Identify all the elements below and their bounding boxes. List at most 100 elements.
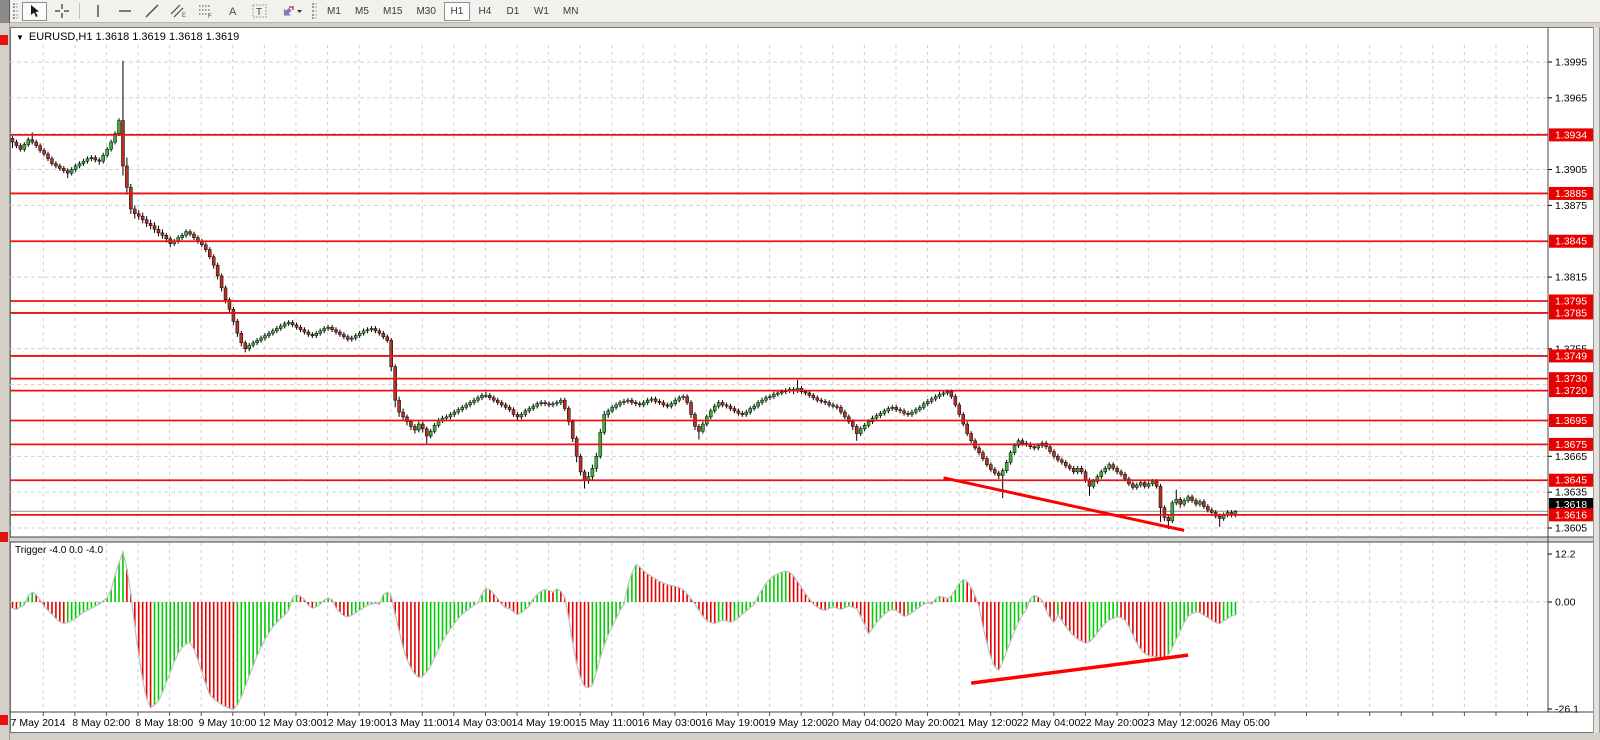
svg-text:1.3885: 1.3885: [1555, 188, 1587, 200]
fibonacci-icon: F: [198, 4, 213, 18]
text-label-tool-button[interactable]: T: [247, 2, 272, 21]
indicator-histogram: [11, 551, 1237, 710]
toolbar-separator: [79, 3, 80, 19]
vertical-line-tool-button[interactable]: [85, 2, 110, 21]
trendline-tool-button[interactable]: [139, 2, 164, 21]
equidistant-channel-tool-button[interactable]: E: [166, 2, 191, 21]
cursor-icon: [28, 4, 42, 18]
background-red-line: [0, 715, 8, 725]
svg-text:23 May 12:00: 23 May 12:00: [1143, 717, 1207, 729]
svg-text:F: F: [208, 14, 212, 18]
text-tool-button[interactable]: A: [220, 2, 245, 21]
svg-text:1.3616: 1.3616: [1555, 509, 1587, 521]
indicator-trendline[interactable]: [970, 653, 1189, 685]
svg-text:1.3934: 1.3934: [1555, 129, 1587, 141]
svg-text:16 May 03:00: 16 May 03:00: [638, 717, 702, 729]
arrow-objects-button[interactable]: [274, 2, 308, 21]
fibonacci-tool-button[interactable]: F: [193, 2, 218, 21]
svg-text:1.3845: 1.3845: [1555, 236, 1587, 248]
svg-text:13 May 11:00: 13 May 11:00: [386, 717, 449, 729]
svg-text:-26.1: -26.1: [1555, 704, 1579, 716]
vertical-line-icon: [91, 4, 105, 18]
svg-text:1.3605: 1.3605: [1555, 523, 1587, 535]
svg-text:1.3618: 1.3618: [1555, 499, 1587, 511]
svg-text:22 May 04:00: 22 May 04:00: [1017, 717, 1081, 729]
svg-text:22 May 20:00: 22 May 20:00: [1080, 717, 1144, 729]
tab-timeframe-m30[interactable]: M30: [416, 5, 436, 17]
svg-text:9 May 10:00: 9 May 10:00: [199, 717, 257, 729]
toolbar-grip-2[interactable]: [312, 3, 317, 19]
time-axis[interactable]: 7 May 2014 8 May 02:00 8 May 18:00 9 May 10…: [11, 717, 1270, 729]
svg-text:A: A: [229, 6, 237, 18]
svg-text:1.3730: 1.3730: [1555, 373, 1587, 385]
trendline-icon: [145, 4, 159, 18]
indicator-axis: 12.2 0.00 -26.1: [1548, 549, 1579, 716]
svg-text:T: T: [256, 7, 262, 18]
indicator-name-label: Trigger -4.0 0.0 -4.0: [15, 545, 104, 556]
crosshair-tool-button[interactable]: [49, 2, 74, 21]
pane-borders: [10, 28, 1593, 713]
svg-text:1.3749: 1.3749: [1555, 350, 1587, 362]
tab-timeframe-h1[interactable]: H1: [443, 1, 470, 21]
svg-text:14 May 03:00: 14 May 03:00: [448, 717, 512, 729]
collapse-triangle-icon[interactable]: ▼: [16, 32, 24, 42]
svg-text:21 May 12:00: 21 May 12:00: [954, 717, 1018, 729]
crosshair-icon: [54, 4, 69, 18]
svg-text:0.00: 0.00: [1555, 597, 1576, 609]
text-label-icon: T: [252, 4, 267, 18]
tab-timeframe-m15[interactable]: M15: [383, 5, 403, 17]
symbol-info-line[interactable]: ▼ EURUSD,H1 1.3618 1.3619 1.3618 1.3619: [16, 31, 239, 43]
svg-text:1.3785: 1.3785: [1555, 307, 1587, 319]
arrow-objects-icon: [280, 4, 296, 18]
equidistant-channel-icon: E: [171, 4, 186, 18]
chart-window[interactable]: [10, 27, 1600, 733]
vertical-scrollbar[interactable]: [1593, 27, 1600, 733]
svg-text:19 May 12:00: 19 May 12:00: [764, 717, 828, 729]
svg-text:1.3645: 1.3645: [1555, 475, 1587, 487]
svg-text:1.3815: 1.3815: [1555, 272, 1587, 284]
horizontal-line-tool-button[interactable]: [112, 2, 137, 21]
candlesticks: [10, 60, 1238, 530]
svg-text:20 May 04:00: 20 May 04:00: [827, 717, 891, 729]
svg-text:1.3665: 1.3665: [1555, 451, 1587, 463]
horizontal-line-icon: [118, 4, 132, 18]
price-trendline[interactable]: [943, 476, 1185, 532]
svg-text:1.3965: 1.3965: [1555, 92, 1587, 104]
timeframe-toolbar: M1 M5 M15 M30 H1 H4 D1 W1 MN: [320, 1, 585, 21]
svg-text:7 May 2014: 7 May 2014: [11, 717, 66, 729]
grid-lines: [10, 45, 1548, 716]
svg-text:26 May 05:00: 26 May 05:00: [1206, 717, 1270, 729]
svg-text:1.3695: 1.3695: [1555, 415, 1587, 427]
svg-text:15 May 11:00: 15 May 11:00: [575, 717, 638, 729]
svg-text:12.2: 12.2: [1555, 549, 1576, 561]
svg-text:1.3795: 1.3795: [1555, 295, 1587, 307]
background-red-line: [0, 532, 8, 542]
svg-text:1.3675: 1.3675: [1555, 439, 1587, 451]
background-window-edge: [0, 23, 10, 740]
tab-timeframe-m5[interactable]: M5: [355, 5, 369, 17]
tab-timeframe-d1[interactable]: D1: [506, 5, 520, 17]
svg-text:8 May 18:00: 8 May 18:00: [135, 717, 193, 729]
tab-timeframe-mn[interactable]: MN: [562, 5, 579, 17]
svg-text:1.3720: 1.3720: [1555, 385, 1587, 397]
text-icon: A: [226, 4, 240, 18]
svg-text:1.3635: 1.3635: [1555, 487, 1587, 499]
tab-timeframe-m1[interactable]: M1: [327, 5, 341, 17]
background-red-line: [0, 35, 8, 45]
tab-timeframe-h4[interactable]: H4: [478, 5, 492, 17]
main-toolbar: E F A T M1 M5 M15 M30 H1 H4 D1 W1 MN: [0, 0, 1600, 23]
tab-timeframe-w1[interactable]: W1: [533, 5, 549, 17]
toolbar-grip[interactable]: [13, 3, 18, 19]
cursor-tool-button[interactable]: [22, 1, 47, 21]
svg-text:20 May 20:00: 20 May 20:00: [890, 717, 954, 729]
symbol-ohlc-text: EURUSD,H1 1.3618 1.3619 1.3618 1.3619: [28, 31, 240, 43]
svg-text:1.3875: 1.3875: [1555, 200, 1587, 212]
svg-text:16 May 19:00: 16 May 19:00: [701, 717, 765, 729]
indicator-envelope: [12, 549, 1236, 711]
svg-text:12 May 19:00: 12 May 19:00: [322, 717, 386, 729]
support-resistance-lines[interactable]: [10, 133, 1548, 516]
window-edge: [0, 0, 10, 23]
svg-text:1.3995: 1.3995: [1555, 57, 1587, 69]
